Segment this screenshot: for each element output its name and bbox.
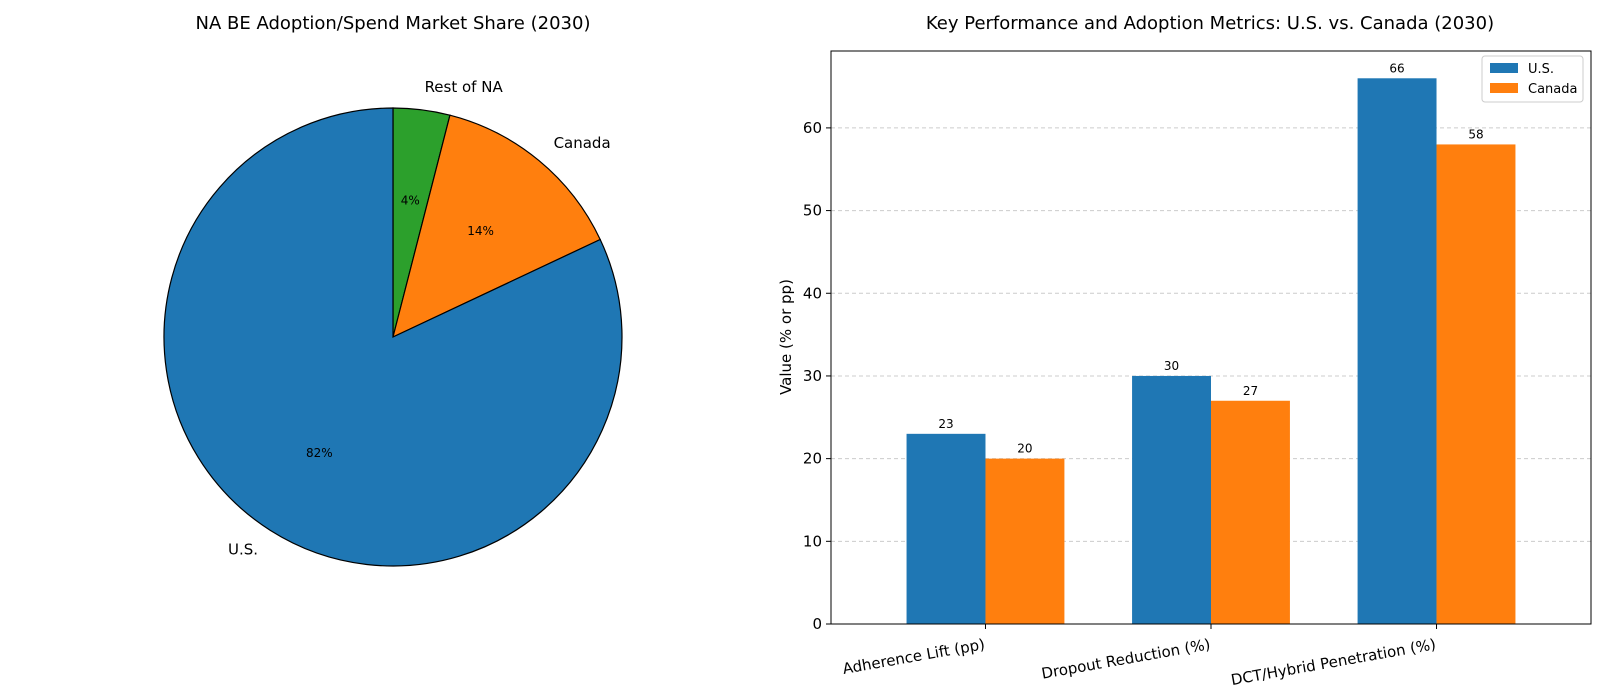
x-tick-label: Dropout Reduction (%) — [1040, 635, 1212, 682]
x-tick-label: DCT/Hybrid Penetration (%) — [1230, 635, 1438, 689]
bar-u-s-dct-hybrid-penetration — [1357, 78, 1437, 625]
y-tick-label: 60 — [803, 119, 822, 137]
y-tick-label: 20 — [803, 450, 822, 468]
pie-slice-canada — [392, 114, 602, 339]
bar-canada-adherence-lift-pp — [985, 458, 1065, 624]
bar-u-s-dropout-reduction — [1132, 375, 1211, 624]
pie-title: NA BE Adoption/Spend Market Share (2030) — [196, 13, 591, 34]
y-tick-label: 30 — [803, 367, 822, 385]
pie-pct-rest-of-na: 4% — [401, 194, 420, 208]
bar-value-label: 20 — [1017, 442, 1032, 456]
bar-value-label: 27 — [1243, 384, 1258, 398]
y-tick-label: 40 — [803, 284, 822, 302]
pie-slice-u-s — [163, 107, 623, 567]
legend-swatch-canada — [1490, 83, 1518, 93]
bar-canada-dropout-reduction — [1211, 400, 1290, 624]
bar-value-label: 23 — [938, 417, 953, 431]
bar-value-label: 30 — [1164, 359, 1179, 373]
pie-pct-u-s: 82% — [306, 446, 333, 460]
pie-label-rest-of-na: Rest of NA — [425, 78, 504, 96]
y-tick-label: 50 — [803, 202, 822, 220]
legend-swatch-us — [1490, 63, 1518, 73]
bar-value-label: 66 — [1389, 61, 1404, 75]
y-axis-label: Value (% or pp) — [777, 279, 795, 395]
pie-label-u-s: U.S. — [228, 541, 258, 559]
bar-title: Key Performance and Adoption Metrics: U.… — [926, 13, 1494, 34]
legend-label-us: U.S. — [1528, 62, 1554, 77]
bar-chart: Key Performance and Adoption Metrics: U.… — [777, 13, 1592, 689]
pie-label-canada: Canada — [554, 134, 611, 152]
y-tick-label: 10 — [803, 532, 822, 550]
bar-canada-dct-hybrid-penetration — [1436, 144, 1516, 624]
pie-chart: NA BE Adoption/Spend Market Share (2030)… — [163, 13, 623, 567]
bar-value-label: 58 — [1468, 127, 1483, 141]
legend-label-canada: Canada — [1528, 82, 1577, 97]
y-tick-label: 0 — [812, 615, 822, 633]
bar-u-s-adherence-lift-pp — [906, 433, 986, 624]
legend: U.S. Canada — [1481, 55, 1584, 103]
x-tick-label: Adherence Lift (pp) — [841, 635, 986, 678]
pie-pct-canada: 14% — [467, 224, 494, 238]
